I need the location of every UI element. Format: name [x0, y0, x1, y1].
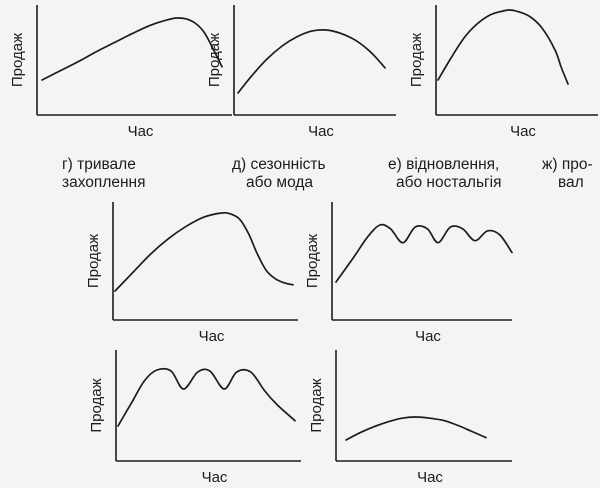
- y-axis-label: Продаж: [9, 33, 26, 87]
- x-axis-label: Час: [202, 469, 228, 486]
- series-line: [335, 223, 513, 283]
- x-axis-label: Час: [308, 123, 334, 140]
- caption-zh: ж) про- вал: [542, 156, 593, 192]
- y-axis-label: Продаж: [206, 33, 223, 87]
- y-axis-label: Продаж: [88, 378, 105, 432]
- x-axis-label: Час: [510, 123, 536, 140]
- series-line: [437, 9, 569, 85]
- chart-2: Час Продаж: [206, 5, 396, 140]
- x-axis-label: Час: [128, 123, 154, 140]
- chart-5: Час Продаж: [304, 202, 513, 345]
- y-axis-label: Продаж: [85, 234, 102, 288]
- caption-g-line1: г) тривале: [62, 156, 136, 173]
- caption-e-line2: або ностальгія: [396, 174, 502, 191]
- caption-zh-line2: вал: [558, 174, 584, 191]
- series-line: [41, 17, 223, 81]
- x-axis-label: Час: [199, 328, 225, 345]
- chart-7: Час Продаж: [308, 350, 512, 486]
- caption-d: д) сезонність або мода: [232, 156, 326, 192]
- chart-6: Час Продаж: [88, 350, 301, 486]
- x-axis-label: Час: [415, 328, 441, 345]
- caption-e-line1: е) відновлення,: [388, 156, 500, 173]
- series-line: [345, 416, 487, 441]
- caption-d-line2: або мода: [246, 174, 314, 191]
- caption-g: г) тривале захоплення: [62, 156, 146, 192]
- series-line: [117, 367, 296, 427]
- chart-1: Час Продаж: [9, 5, 232, 140]
- chart-3: Час Продаж: [408, 5, 598, 140]
- series-line: [114, 211, 294, 292]
- y-axis-label: Продаж: [408, 33, 425, 87]
- caption-e: е) відновлення, або ностальгія: [388, 156, 502, 192]
- x-axis-label: Час: [417, 469, 443, 486]
- series-line: [237, 28, 386, 94]
- y-axis-label: Продаж: [308, 378, 325, 432]
- y-axis-label: Продаж: [304, 234, 321, 288]
- caption-d-line1: д) сезонність: [232, 156, 326, 173]
- chart-4: Час Продаж: [85, 202, 298, 345]
- caption-zh-line1: ж) про-: [542, 156, 593, 173]
- caption-g-line2: захоплення: [62, 174, 146, 191]
